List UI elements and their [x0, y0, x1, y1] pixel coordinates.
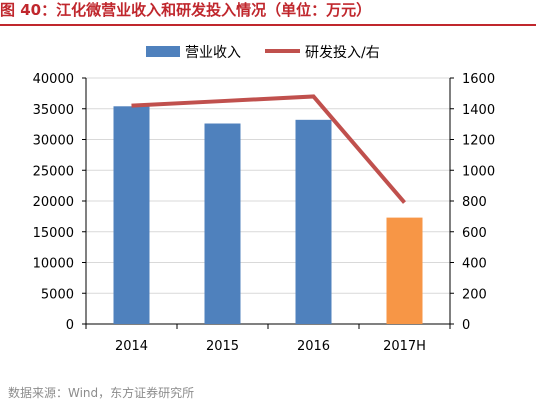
y-right-tick-label: 1200	[462, 134, 495, 149]
legend-swatch-revenue	[146, 46, 180, 57]
legend-label-rd: 研发投入/右	[305, 45, 380, 61]
x-tick-label: 2014	[115, 339, 148, 354]
figure-label: 图 40：	[0, 1, 57, 19]
figure-title-text: 江化微营业收入和研发投入情况（单位：万元）	[56, 1, 372, 19]
x-tick-label: 2015	[206, 339, 239, 354]
y-right-tick-label: 1600	[462, 72, 495, 87]
y-right-tick-label: 1400	[462, 103, 495, 118]
y-left-tick-label: 5000	[41, 287, 74, 302]
legend-label-revenue: 营业收入	[185, 45, 241, 61]
y-left-tick-label: 35000	[33, 103, 74, 118]
title-rule	[0, 24, 536, 26]
figure-title: 图 40：江化微营业收入和研发投入情况（单位：万元）	[0, 0, 371, 20]
x-tick-label: 2016	[297, 339, 330, 354]
y-left-tick-label: 40000	[33, 72, 74, 87]
y-left-tick-label: 30000	[33, 134, 74, 149]
y-right-tick-label: 400	[462, 257, 487, 272]
bar	[295, 119, 332, 324]
y-right-tick-label: 0	[462, 318, 470, 333]
line-series-rd-investment	[131, 94, 407, 204]
source-note: 数据来源：Wind，东方证券研究所	[8, 386, 195, 400]
bar	[386, 217, 423, 324]
y-left-tick-label: 15000	[33, 226, 74, 241]
x-tick-label: 2017H	[383, 339, 426, 354]
y-left-tick-label: 20000	[33, 195, 74, 210]
bar	[113, 106, 150, 324]
y-right-tick-label: 1000	[462, 164, 495, 179]
y-left-tick-label: 0	[66, 318, 74, 333]
y-right-tick-label: 800	[462, 195, 487, 210]
y-left-tick-label: 25000	[33, 164, 74, 179]
y-right-tick-label: 200	[462, 287, 487, 302]
y-right-tick-label: 600	[462, 226, 487, 241]
bar	[204, 123, 241, 324]
combo-chart: 0500010000150002000025000300003500040000…	[33, 45, 495, 354]
y-left-tick-label: 10000	[33, 257, 74, 272]
